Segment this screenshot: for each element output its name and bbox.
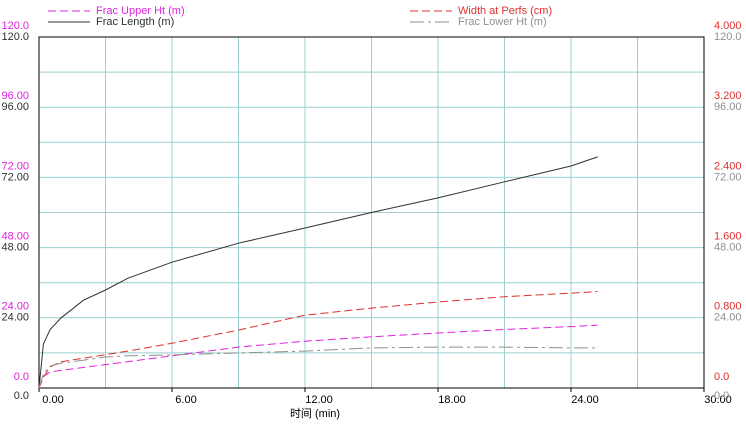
legend-label: Frac Length (m)	[96, 16, 174, 28]
y-tick-label: 96.00	[1, 90, 29, 102]
x-tick-label: 24.00	[571, 394, 599, 406]
x-tick-label: 18.00	[438, 394, 466, 406]
plot-frame	[38, 36, 705, 389]
y-tick-label: 72.00	[1, 160, 29, 172]
y-tick-label: 24.00	[1, 301, 29, 313]
legend-label: Width at Perfs (cm)	[458, 5, 552, 17]
legend-label: Frac Lower Ht (m)	[458, 16, 547, 28]
y-tick-label: 96.00	[1, 101, 29, 113]
y-tick-label: 120.0	[1, 31, 29, 43]
y-tick-label: 0.800	[714, 301, 742, 313]
y-tick-label: 48.00	[1, 231, 29, 243]
y-tick-label: 24.00	[1, 312, 29, 324]
y-tick-label: 48.00	[1, 242, 29, 254]
legend-label: Frac Upper Ht (m)	[96, 5, 185, 17]
y-tick-label: 120.0	[714, 31, 742, 43]
series-line	[38, 291, 598, 389]
y-tick-label: 48.00	[714, 242, 742, 254]
y-tick-label: 0.0	[14, 371, 29, 383]
y-tick-label: 0.0	[714, 371, 729, 383]
x-tick-label: 6.00	[175, 394, 196, 406]
x-tick-label: 30.00	[704, 394, 732, 406]
y-tick-label: 120.0	[1, 20, 29, 32]
y-tick-label: 72.00	[714, 171, 742, 183]
x-axis-label: 时间 (min)	[290, 407, 340, 420]
y-tick-label: 72.00	[1, 171, 29, 183]
y-tick-label: 0.0	[14, 390, 29, 402]
y-tick-label: 1.600	[714, 231, 742, 243]
y-tick-label: 2.400	[714, 160, 742, 172]
y-tick-label: 4.000	[714, 20, 742, 32]
x-tick-label: 12.00	[305, 394, 333, 406]
y-tick-label: 0.0	[714, 390, 729, 402]
series-line	[38, 324, 598, 389]
y-tick-label: 3.200	[714, 90, 742, 102]
series-line	[38, 346, 598, 389]
series-line	[38, 156, 598, 389]
x-tick-label: 0.00	[42, 394, 63, 406]
y-tick-label: 24.00	[714, 312, 742, 324]
y-tick-label: 96.00	[714, 101, 742, 113]
